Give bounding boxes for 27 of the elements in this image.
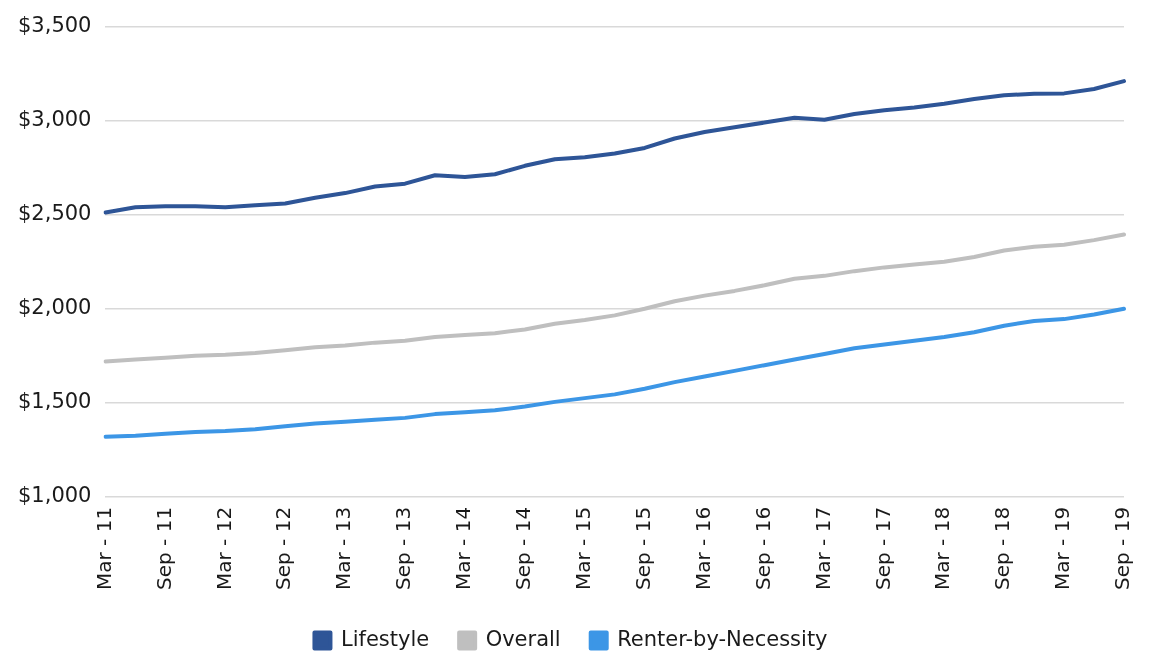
x-tick-label: Mar - 18 bbox=[930, 506, 955, 591]
y-tick-label: $1,000 bbox=[18, 483, 92, 508]
x-tick-label: Mar - 19 bbox=[1050, 506, 1075, 591]
y-tick-label: $3,000 bbox=[18, 107, 92, 132]
x-tick-label: Sep - 14 bbox=[511, 506, 536, 590]
legend-label: Overall bbox=[485, 626, 561, 651]
x-tick-label: Sep - 12 bbox=[271, 506, 296, 590]
x-tick-label: Mar - 13 bbox=[331, 506, 356, 591]
legend-label: Renter-by-Necessity bbox=[617, 626, 828, 651]
x-tick-label: Sep - 19 bbox=[1110, 506, 1135, 590]
x-tick-label: Sep - 18 bbox=[990, 506, 1015, 590]
x-tick-label: Mar - 17 bbox=[810, 506, 835, 591]
x-tick-label: Mar - 14 bbox=[451, 506, 476, 591]
legend-label: Lifestyle bbox=[340, 626, 430, 651]
x-tick-label: Sep - 17 bbox=[870, 506, 895, 590]
x-tick-label: Mar - 12 bbox=[211, 506, 236, 591]
y-tick-label: $3,500 bbox=[18, 13, 92, 38]
x-tick-label: Mar - 16 bbox=[690, 506, 715, 591]
y-tick-label: $2,500 bbox=[18, 201, 92, 226]
x-tick-label: Sep - 16 bbox=[750, 506, 775, 590]
x-tick-label: Sep - 15 bbox=[630, 506, 655, 590]
x-tick-label: Mar - 11 bbox=[91, 506, 116, 591]
x-tick-label: Sep - 13 bbox=[391, 506, 416, 590]
x-tick-label: Sep - 11 bbox=[151, 506, 176, 590]
y-tick-label: $1,500 bbox=[18, 389, 92, 414]
y-tick-label: $2,000 bbox=[18, 295, 92, 320]
x-tick-label: Mar - 15 bbox=[570, 506, 595, 591]
